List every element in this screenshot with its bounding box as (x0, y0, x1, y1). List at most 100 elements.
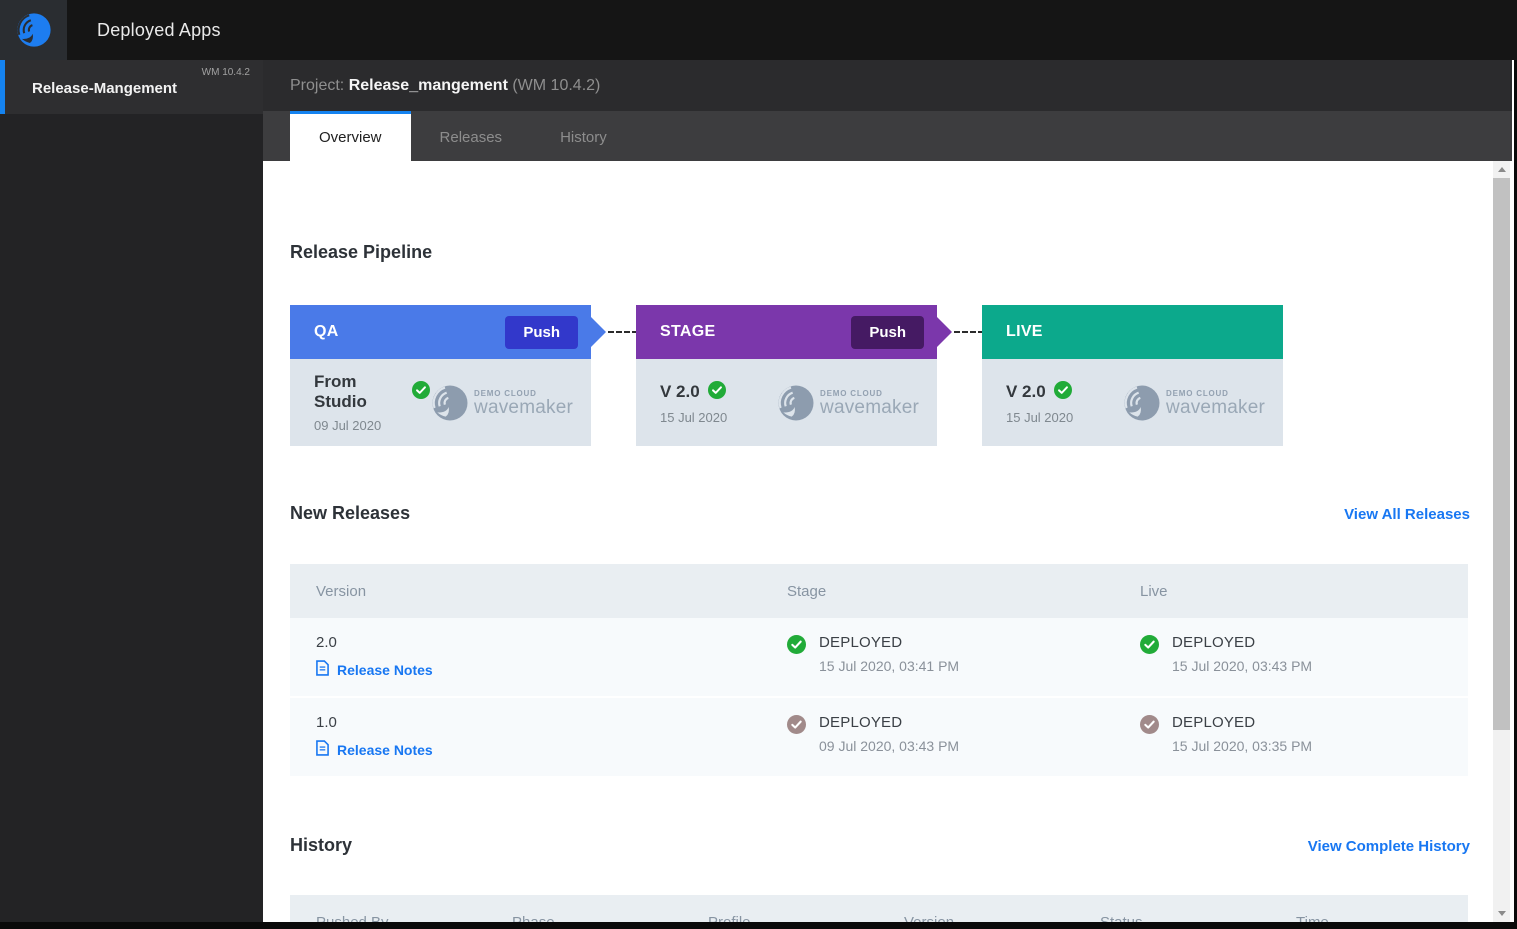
status-time: 09 Jul 2020, 03:43 PM (819, 738, 960, 754)
vertical-scrollbar[interactable] (1493, 161, 1510, 922)
main-panel: Project: Release_mangement (WM 10.4.2) O… (263, 60, 1514, 922)
wavemaker-logo (0, 0, 67, 60)
stage-live-name: LIVE (1006, 323, 1043, 340)
document-icon (316, 740, 329, 759)
wavemaker-wave-icon (15, 11, 53, 49)
column-live: Live (1140, 582, 1168, 600)
check-circle-icon (1053, 380, 1072, 404)
stage-stage-name: STAGE (660, 323, 716, 340)
project-prefix: Project: (290, 77, 345, 94)
history-table-header: Pushed By Phase Profile Version Status T… (290, 895, 1468, 922)
history-title: History (290, 835, 353, 855)
pipeline-stage-live: LIVE V 2.0 15 Jul 2020 (982, 305, 1283, 446)
column-version: Version (316, 582, 367, 600)
wavemaker-label: wavemaker (1166, 396, 1265, 418)
arrow-right-icon (937, 317, 952, 347)
wavemaker-wave-icon (1122, 383, 1162, 423)
project-header: Project: Release_mangement (WM 10.4.2) (263, 60, 1512, 111)
view-all-releases-link[interactable]: View All Releases (1344, 506, 1470, 523)
demo-cloud-logo: DEMO CLOUD wavemaker (1122, 383, 1265, 423)
check-circle-icon (412, 380, 431, 404)
sidebar-item-wm-version: WM 10.4.2 (201, 67, 250, 78)
column-status: Status (1100, 913, 1143, 923)
tab-history[interactable]: History (560, 129, 607, 146)
stage-stage-version: V 2.0 (660, 382, 700, 401)
stage-qa-header: QA Push (290, 305, 606, 359)
status-time: 15 Jul 2020, 03:43 PM (1172, 658, 1313, 674)
overview-content: Release Pipeline QA Push From Studi (263, 161, 1514, 922)
pipeline-stage-qa: QA Push From Studio (290, 305, 606, 446)
tab-overview[interactable]: Overview (290, 111, 411, 161)
stage-qa-version: From Studio (314, 372, 367, 411)
status-badge: DEPLOYED (819, 634, 903, 651)
demo-cloud-label: DEMO CLOUD (474, 388, 537, 398)
stage-live-version: V 2.0 (1006, 382, 1046, 401)
history-table: Pushed By Phase Profile Version Status T… (290, 895, 1468, 922)
push-button-qa[interactable]: Push (505, 315, 578, 349)
new-releases-table-header: Version Stage Live (290, 564, 1468, 618)
release-notes-link[interactable]: Release Notes (316, 740, 761, 759)
status-time: 15 Jul 2020, 03:41 PM (819, 658, 960, 674)
demo-cloud-logo: DEMO CLOUD wavemaker (430, 383, 573, 423)
release-version: 1.0 (316, 714, 337, 731)
status-badge: DEPLOYED (819, 714, 903, 731)
demo-cloud-label: DEMO CLOUD (1166, 388, 1229, 398)
stage-qa-date: 09 Jul 2020 (314, 418, 382, 433)
status-badge: DEPLOYED (1172, 634, 1256, 651)
top-bar: Deployed Apps (0, 0, 1517, 60)
document-icon (316, 660, 329, 679)
app-title: Deployed Apps (97, 19, 221, 40)
arrow-right-icon (591, 317, 606, 347)
chevron-up-icon (1497, 167, 1506, 172)
check-circle-icon (787, 635, 806, 674)
column-profile: Profile (708, 913, 751, 923)
chevron-down-icon (1497, 911, 1506, 916)
stage-qa-name: QA (314, 323, 339, 340)
new-releases-table: Version Stage Live 2.0 Release (290, 564, 1468, 778)
stage-stage-date: 15 Jul 2020 (660, 409, 728, 425)
wavemaker-wave-icon (776, 383, 816, 423)
tab-releases[interactable]: Releases (439, 129, 503, 146)
column-version: Version (904, 913, 955, 923)
new-releases-title: New Releases (290, 503, 411, 523)
wavemaker-label: wavemaker (474, 396, 573, 418)
demo-cloud-logo: DEMO CLOUD wavemaker (776, 383, 919, 423)
pipeline-connector (591, 305, 638, 446)
sidebar-item-label: Release-Mangement (32, 80, 178, 97)
scroll-up-button[interactable] (1493, 161, 1510, 178)
project-name: Release_mangement (348, 77, 508, 94)
wavemaker-label: wavemaker (820, 396, 919, 418)
check-circle-muted-icon (1140, 715, 1159, 754)
sidebar: WM 10.4.2 Release-Mangement (0, 60, 263, 922)
stage-qa-body: From Studio 09 Jul 2020 (290, 359, 591, 446)
release-pipeline-title: Release Pipeline (290, 242, 433, 262)
check-circle-muted-icon (787, 715, 806, 754)
release-notes-link[interactable]: Release Notes (316, 660, 761, 679)
stage-live-header: LIVE (982, 305, 1283, 359)
push-button-stage[interactable]: Push (851, 315, 924, 349)
check-circle-icon (707, 380, 726, 404)
status-badge: DEPLOYED (1172, 714, 1256, 731)
column-pushed-by: Pushed By (316, 913, 389, 923)
release-version: 2.0 (316, 634, 337, 651)
column-time: Time (1296, 913, 1329, 923)
table-row: 1.0 Release Notes (290, 698, 1468, 778)
release-pipeline: QA Push From Studio (290, 305, 1470, 446)
pipeline-connector (937, 305, 984, 446)
tab-bar: Overview Releases History (263, 111, 1512, 161)
column-stage: Stage (787, 582, 827, 600)
stage-stage-header: STAGE Push (636, 305, 952, 359)
stage-stage-body: V 2.0 15 Jul 2020 (636, 359, 937, 446)
sidebar-item-release-management[interactable]: WM 10.4.2 Release-Mangement (0, 60, 263, 114)
scroll-down-button[interactable] (1493, 905, 1510, 922)
stage-live-body: V 2.0 15 Jul 2020 (982, 359, 1283, 446)
column-phase: Phase (512, 913, 555, 923)
stage-live-date: 15 Jul 2020 (1006, 409, 1074, 425)
status-time: 15 Jul 2020, 03:35 PM (1172, 738, 1313, 754)
table-row: 2.0 Release Notes (290, 618, 1468, 698)
view-complete-history-link[interactable]: View Complete History (1307, 838, 1470, 855)
demo-cloud-label: DEMO CLOUD (820, 388, 883, 398)
wavemaker-wave-icon (430, 383, 470, 423)
scrollbar-thumb[interactable] (1493, 178, 1510, 730)
